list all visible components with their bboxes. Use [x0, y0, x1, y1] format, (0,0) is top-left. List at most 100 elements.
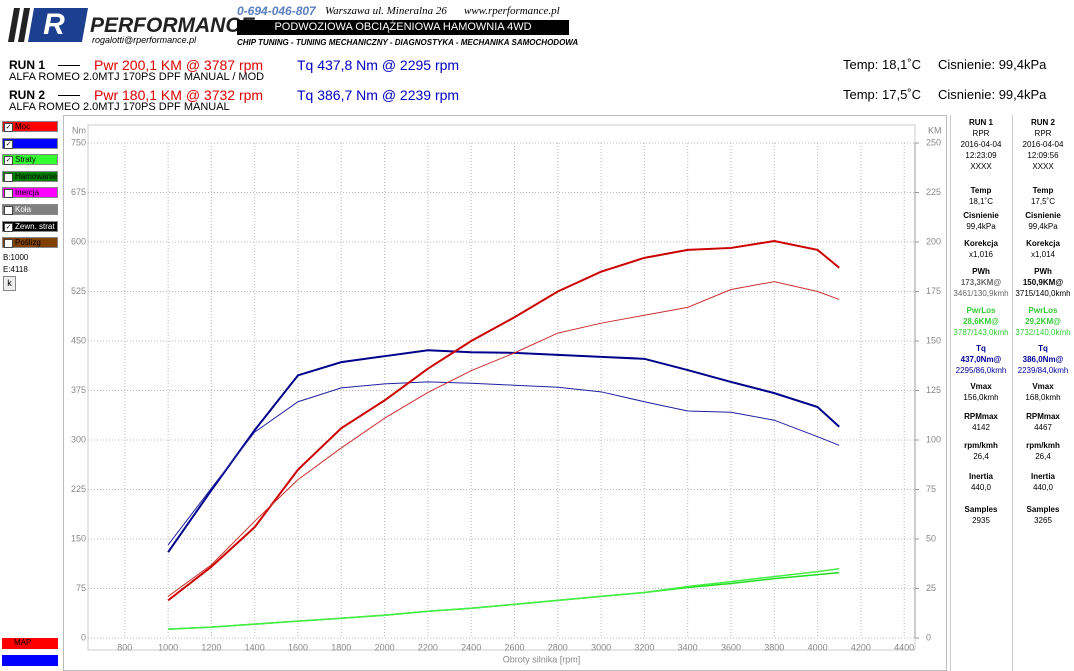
- run-label: RUN 1: [9, 58, 46, 72]
- plot-area: [87, 124, 916, 651]
- stats-label: Inertia: [1030, 472, 1055, 481]
- x-tick-label: 4200: [851, 642, 871, 652]
- stats-label: Vmax: [970, 382, 992, 391]
- run-pressure: Cisnienie: 99,4kPa: [938, 57, 1047, 72]
- stats-label: Korekcja: [1026, 239, 1060, 248]
- series-line: [167, 239, 840, 602]
- checkbox[interactable]: Hamowanie: [2, 170, 58, 182]
- svg-text:R: R: [43, 8, 65, 41]
- website: www.rperformance.pl: [464, 5, 560, 17]
- x-tick-label: 3400: [678, 642, 698, 652]
- stats-value: 440,0: [970, 483, 992, 492]
- run-power: Pwr 180,1 KM @ 3732 rpm: [94, 87, 264, 103]
- stats-label: rpm/kmh: [964, 441, 998, 450]
- checkbox[interactable]: Poślizg: [2, 237, 58, 249]
- run-line: [58, 95, 80, 96]
- series-line: [168, 567, 840, 630]
- checkbox-tick: ✓: [4, 156, 13, 166]
- stats-label: PWh: [972, 267, 990, 276]
- stats-value: 168,0kmh: [1025, 393, 1061, 402]
- x-tick-label: 1400: [245, 642, 265, 652]
- x-tick-label: 2400: [461, 642, 481, 652]
- y2-tick-label: 0: [926, 632, 931, 642]
- checkbox[interactable]: ✓ Straty: [2, 154, 58, 166]
- x-tick-label: 2200: [418, 642, 438, 652]
- stats-value: 3715/140,0kmh: [1015, 289, 1071, 298]
- checkbox[interactable]: ✓ Moc: [2, 121, 58, 132]
- x-tick-label: 2000: [375, 642, 395, 652]
- x-tick-label: 4000: [808, 642, 828, 652]
- stats-value: x1,014: [1030, 250, 1056, 259]
- y-tick-label: 750: [71, 137, 86, 147]
- stats-label: Inertia: [968, 472, 993, 481]
- checkbox[interactable]: Koła: [2, 204, 58, 215]
- stats-value: 3461/130,9kmh: [953, 289, 1009, 298]
- x-tick-label: 1800: [331, 642, 351, 652]
- checkbox[interactable]: ✓ Zewn. strat: [2, 220, 58, 232]
- checkbox-label: Straty: [15, 155, 36, 165]
- x-tick-label: 3600: [721, 642, 741, 652]
- x-tick-label: 2800: [548, 642, 568, 652]
- stats-value: 437,0Nm@: [960, 355, 1002, 364]
- y2-tick-label: 150: [926, 335, 941, 345]
- run-line: [58, 65, 80, 66]
- stats-value: 156,0kmh: [963, 393, 999, 402]
- stats-label: Cisnienie: [963, 211, 999, 220]
- address: Warszawa ul. Mineralna 26: [325, 5, 447, 17]
- stats-value: 99,4kPa: [966, 222, 996, 231]
- map-toggle[interactable]: MAP: [2, 638, 58, 649]
- checkbox-label: Inercja: [15, 188, 40, 198]
- run-torque: Tq 386,7 Nm @ 2239 rpm: [297, 87, 460, 103]
- run-torque: Tq 437,8 Nm @ 2295 rpm: [297, 57, 460, 73]
- stats-value: 3265: [1034, 516, 1052, 525]
- stats-label: PWh: [1034, 267, 1052, 276]
- stats-label: Tq: [1038, 344, 1048, 353]
- stats-head: 2016-04-04: [960, 140, 1002, 149]
- email: rogalotti@rperformance.pl: [92, 35, 197, 45]
- stats-value: 26,4: [973, 452, 989, 461]
- phone: 0-694-046-807: [237, 4, 316, 18]
- stats-value: 4142: [972, 423, 990, 432]
- checkbox-tick: ✓: [4, 123, 13, 132]
- button[interactable]: k: [3, 276, 16, 291]
- stats-head: XXXX: [970, 162, 992, 171]
- stats-label: Cisnienie: [1025, 211, 1061, 220]
- y2-tick-label: 175: [926, 286, 941, 296]
- checkbox-tick: [4, 172, 13, 182]
- stats-head: XXXX: [1032, 162, 1054, 171]
- blue-toggle[interactable]: [2, 655, 58, 666]
- series-line: [167, 381, 840, 546]
- checkbox[interactable]: Inercja: [2, 187, 58, 199]
- stats-label: Samples: [1026, 505, 1060, 514]
- series-line: [167, 281, 840, 597]
- stats-label: Temp: [970, 186, 992, 195]
- checkbox-tick: ✓: [4, 222, 13, 232]
- stats-value: 28,6KM@: [963, 317, 999, 326]
- stats-label: Tq: [976, 344, 986, 353]
- x-tick-label: 3200: [634, 642, 654, 652]
- checkbox[interactable]: ✓: [2, 137, 58, 149]
- x-tick-label: 2600: [504, 642, 524, 652]
- stats-head: RPR: [972, 129, 990, 138]
- checkbox-tick: ✓: [4, 139, 13, 149]
- stats-label: Temp: [1032, 186, 1054, 195]
- x-tick-label: 1200: [201, 642, 221, 652]
- stats-label: Samples: [964, 505, 998, 514]
- x-tick-label: 3800: [764, 642, 784, 652]
- x-tick-label: 3000: [591, 642, 611, 652]
- stats-head: RPR: [1034, 129, 1052, 138]
- x-tick-label: 1000: [158, 642, 178, 652]
- y2-axis-label: KM: [928, 125, 942, 135]
- y-axis-label: Nm: [72, 125, 86, 135]
- checkbox-label: Poślizg: [15, 238, 41, 248]
- run-label: RUN 2: [9, 88, 46, 102]
- y-tick-label: 375: [71, 385, 86, 395]
- stats-value: 386,0Nm@: [1022, 355, 1064, 364]
- checkbox-tick: [4, 206, 13, 215]
- y-tick-label: 300: [71, 434, 86, 444]
- logo-mark: R: [8, 8, 88, 42]
- y2-tick-label: 250: [926, 137, 941, 147]
- x-tick-label: 1600: [288, 642, 308, 652]
